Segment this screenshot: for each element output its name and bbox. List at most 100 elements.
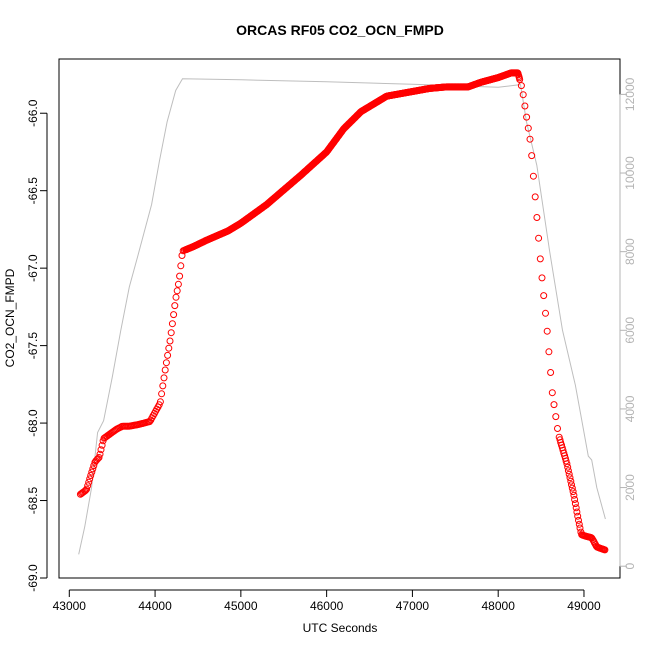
data-point (89, 465, 97, 473)
data-point (564, 463, 572, 471)
x-tick-label: 49000 (567, 599, 601, 613)
data-point (563, 460, 571, 468)
y2-tick-label: 0 (623, 563, 637, 570)
data-point (568, 484, 576, 492)
data-point (170, 311, 178, 319)
data-point (161, 366, 169, 374)
y-tick-label: -68.5 (26, 487, 40, 515)
data-point (552, 413, 560, 421)
chart-title: ORCAS RF05 CO2_OCN_FMPD (236, 22, 444, 38)
data-point (535, 234, 543, 242)
data-point (95, 454, 103, 461)
data-point (174, 280, 182, 288)
data-point (547, 369, 555, 376)
data-point (162, 359, 170, 367)
data-point (172, 293, 180, 301)
data-point (576, 524, 584, 532)
data-point (517, 82, 525, 90)
data-point (97, 446, 105, 454)
data-point (571, 500, 579, 508)
data-point (98, 441, 106, 449)
data-point (531, 193, 539, 201)
data-point (84, 482, 92, 490)
data-point (166, 337, 174, 345)
data-point (575, 520, 583, 528)
x-tick-label: 47000 (396, 599, 430, 613)
y-axis-left: -69.0 -68.5 -68.0 -67.5 -67.0 -66.5 -66.0 (26, 99, 48, 592)
data-point (516, 76, 524, 83)
y-axis-right: 0 2000 4000 6000 8000 10000 12000 (619, 77, 637, 570)
data-point (571, 496, 579, 503)
data-point (575, 516, 582, 524)
data-point (88, 468, 96, 476)
data-point (524, 124, 532, 132)
data-point (567, 477, 575, 485)
data-point (574, 512, 582, 520)
secondary-series (78, 78, 606, 555)
data-point (146, 418, 154, 426)
y-tick-label: -66.0 (26, 99, 40, 127)
data-point (570, 491, 578, 499)
data-point (529, 172, 537, 180)
primary-series (76, 69, 609, 554)
data-point (540, 292, 548, 300)
data-point (168, 320, 176, 328)
x-axis: 43000 44000 45000 46000 47000 48000 49000 (53, 589, 601, 613)
data-point (176, 272, 184, 280)
data-point (87, 472, 95, 479)
y2-tick-label: 12000 (623, 77, 637, 111)
data-point (564, 467, 572, 475)
y2-tick-label: 2000 (623, 474, 637, 501)
data-point (523, 113, 531, 121)
data-point (533, 214, 541, 221)
data-point (545, 348, 553, 356)
data-point (601, 546, 609, 554)
data-point (536, 255, 544, 263)
data-point (96, 450, 104, 458)
data-point (158, 390, 166, 398)
data-point (572, 504, 580, 512)
data-point (568, 481, 575, 489)
data-point (550, 401, 558, 409)
x-tick-label: 44000 (138, 599, 172, 613)
data-point (528, 152, 536, 160)
data-point (81, 487, 89, 495)
data-point (171, 302, 179, 310)
data-point (173, 287, 181, 295)
data-point (573, 508, 581, 516)
secondary-series-line (78, 78, 606, 555)
data-point (94, 455, 102, 463)
data-point (86, 475, 94, 483)
x-tick-label: 43000 (53, 599, 87, 613)
data-point (538, 274, 546, 282)
y-tick-label: -67.5 (26, 332, 40, 360)
data-point (566, 474, 574, 482)
x-tick-label: 45000 (224, 599, 258, 613)
data-point (565, 470, 573, 478)
data-point (164, 351, 172, 359)
data-point (177, 262, 185, 270)
data-point (526, 135, 534, 143)
data-point (93, 456, 101, 464)
data-point (85, 478, 93, 486)
y-tick-label: -67.0 (26, 254, 40, 282)
y-axis-label: CO2_OCN_FMPD (3, 268, 17, 367)
y2-tick-label: 6000 (623, 317, 637, 344)
data-point (165, 344, 173, 352)
data-point (156, 398, 164, 406)
data-point (83, 485, 91, 493)
y2-tick-label: 4000 (623, 395, 637, 422)
data-point (554, 425, 561, 432)
x-axis-label: UTC Seconds (303, 621, 378, 635)
data-point (519, 91, 527, 99)
data-point (160, 374, 168, 382)
data-point (167, 329, 175, 337)
y2-tick-label: 10000 (623, 156, 637, 190)
data-point (543, 327, 551, 335)
y2-tick-label: 8000 (623, 238, 637, 265)
x-tick-label: 48000 (482, 599, 516, 613)
data-point (548, 389, 556, 397)
y-tick-label: -69.0 (26, 564, 40, 592)
